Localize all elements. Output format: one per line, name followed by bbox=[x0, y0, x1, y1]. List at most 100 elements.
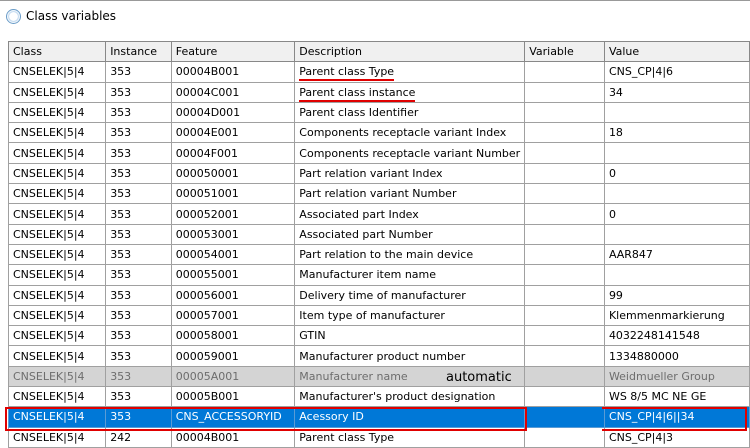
cell-variable[interactable] bbox=[524, 304, 605, 327]
column-header-value[interactable]: Value bbox=[603, 40, 750, 63]
cell-value[interactable]: 4032248141548 bbox=[603, 325, 750, 347]
cell-variable[interactable] bbox=[524, 264, 605, 286]
cell-variable[interactable] bbox=[524, 365, 605, 388]
cell-class[interactable]: CNSELEK|5|4 bbox=[7, 183, 107, 205]
cell-instance[interactable]: 353 bbox=[105, 101, 172, 124]
cell-description[interactable]: Delivery time of manufacturer bbox=[294, 284, 526, 306]
cell-instance[interactable]: 353 bbox=[105, 406, 172, 428]
cell-value[interactable] bbox=[603, 142, 750, 164]
cell-instance[interactable]: 353 bbox=[105, 325, 172, 347]
table-row[interactable]: CNSELEK|5|4 353 000050001 Part relation var… bbox=[7, 162, 750, 185]
cell-value[interactable]: Weidmueller Group bbox=[603, 365, 750, 388]
cell-instance[interactable]: 353 bbox=[105, 142, 172, 164]
cell-class[interactable]: CNSELEK|5|4 bbox=[7, 223, 107, 245]
cell-description[interactable]: Components receptacle variant Number bbox=[294, 142, 526, 164]
cell-variable[interactable] bbox=[524, 243, 605, 266]
table-row[interactable]: CNSELEK|5|4 353 00005A001 Manufacturer name… bbox=[7, 365, 750, 388]
cell-description[interactable]: Parent class Type bbox=[294, 61, 526, 83]
column-header-description[interactable]: Description bbox=[294, 40, 526, 63]
cell-variable[interactable] bbox=[524, 406, 605, 428]
cell-value[interactable] bbox=[603, 183, 750, 205]
table-row[interactable]: CNSELEK|5|4 353 000055001 Manufacturer item… bbox=[7, 264, 750, 286]
cell-feature[interactable]: 00004F001 bbox=[170, 142, 296, 164]
cell-class[interactable]: CNSELEK|5|4 bbox=[7, 122, 107, 144]
table-row[interactable]: CNSELEK|5|4 353 000052001 Associated part I… bbox=[7, 203, 750, 225]
cell-value[interactable] bbox=[603, 223, 750, 245]
cell-value[interactable]: 34 bbox=[603, 81, 750, 103]
cell-class[interactable]: CNSELEK|5|4 bbox=[7, 243, 107, 266]
cell-value[interactable]: Klemmenmarkierung bbox=[603, 304, 750, 327]
table-row[interactable]: CNSELEK|5|4 353 000051001 Part relation var… bbox=[7, 183, 750, 205]
cell-feature[interactable]: 000058001 bbox=[170, 325, 296, 347]
cell-instance[interactable]: 242 bbox=[105, 426, 172, 448]
table-row[interactable]: CNSELEK|5|4 353 CNS_ACCESSORYID Acessory ID… bbox=[7, 406, 750, 428]
cell-value[interactable]: 99 bbox=[603, 284, 750, 306]
cell-instance[interactable]: 353 bbox=[105, 203, 172, 225]
cell-description[interactable]: Associated part Index bbox=[294, 203, 526, 225]
cell-class[interactable]: CNSELEK|5|4 bbox=[7, 203, 107, 225]
cell-class[interactable]: CNSELEK|5|4 bbox=[7, 264, 107, 286]
cell-instance[interactable]: 353 bbox=[105, 81, 172, 103]
table-row[interactable]: CNSELEK|5|4 353 000058001 GTIN 4032248141548 bbox=[7, 325, 750, 347]
cell-class[interactable]: CNSELEK|5|4 bbox=[7, 61, 107, 83]
cell-instance[interactable]: 353 bbox=[105, 223, 172, 245]
cell-feature[interactable]: 00005B001 bbox=[170, 386, 296, 408]
cell-class[interactable]: CNSELEK|5|4 bbox=[7, 142, 107, 164]
cell-variable[interactable] bbox=[524, 183, 605, 205]
cell-feature[interactable]: 000059001 bbox=[170, 345, 296, 367]
column-header-feature[interactable]: Feature bbox=[170, 40, 296, 63]
cell-value[interactable]: 1334880000 bbox=[603, 345, 750, 367]
cell-feature[interactable]: 000055001 bbox=[170, 264, 296, 286]
cell-class[interactable]: CNSELEK|5|4 bbox=[7, 386, 107, 408]
cell-variable[interactable] bbox=[524, 162, 605, 185]
cell-description[interactable]: Item type of manufacturer bbox=[294, 304, 526, 327]
table-row[interactable]: CNSELEK|5|4 353 000059001 Manufacturer prod… bbox=[7, 345, 750, 367]
cell-description[interactable]: Parent class Type bbox=[294, 426, 526, 448]
cell-variable[interactable] bbox=[524, 345, 605, 367]
cell-description[interactable]: Manufacturer's product designation bbox=[294, 386, 526, 408]
cell-feature[interactable]: 00004B001 bbox=[170, 426, 296, 448]
cell-class[interactable]: CNSELEK|5|4 bbox=[7, 304, 107, 327]
cell-instance[interactable]: 353 bbox=[105, 304, 172, 327]
table-row[interactable]: CNSELEK|5|4 353 00004F001 Components recept… bbox=[7, 142, 750, 164]
cell-feature[interactable]: 00004D001 bbox=[170, 101, 296, 124]
cell-variable[interactable] bbox=[524, 386, 605, 408]
column-header-instance[interactable]: Instance bbox=[105, 40, 172, 63]
cell-feature[interactable]: 00004B001 bbox=[170, 61, 296, 83]
cell-instance[interactable]: 353 bbox=[105, 284, 172, 306]
cell-value[interactable]: CNS_CP|4|6 bbox=[603, 61, 750, 83]
cell-instance[interactable]: 353 bbox=[105, 365, 172, 388]
cell-variable[interactable] bbox=[524, 61, 605, 83]
cell-value[interactable]: CNS_CP|4|3 bbox=[603, 426, 750, 448]
cell-class[interactable]: CNSELEK|5|4 bbox=[7, 284, 107, 306]
cell-variable[interactable] bbox=[524, 325, 605, 347]
cell-value[interactable]: CNS_CP|4|6||34 bbox=[603, 406, 750, 428]
table-row[interactable]: CNSELEK|5|4 353 000057001 Item type of manu… bbox=[7, 304, 750, 327]
table-row[interactable]: CNSELEK|5|4 353 00004E001 Components recept… bbox=[7, 122, 750, 144]
cell-value[interactable]: WS 8/5 MC NE GE bbox=[603, 386, 750, 408]
cell-class[interactable]: CNSELEK|5|4 bbox=[7, 365, 107, 388]
cell-value[interactable] bbox=[603, 264, 750, 286]
cell-value[interactable] bbox=[603, 101, 750, 124]
cell-description[interactable]: Acessory ID bbox=[294, 406, 526, 428]
cell-value[interactable]: AAR847 bbox=[603, 243, 750, 266]
cell-description[interactable]: Part relation to the main device bbox=[294, 243, 526, 266]
cell-description[interactable]: Components receptacle variant Index bbox=[294, 122, 526, 144]
cell-instance[interactable]: 353 bbox=[105, 162, 172, 185]
cell-class[interactable]: CNSELEK|5|4 bbox=[7, 81, 107, 103]
cell-feature[interactable]: CNS_ACCESSORYID bbox=[170, 406, 296, 428]
cell-instance[interactable]: 353 bbox=[105, 183, 172, 205]
cell-feature[interactable]: 000054001 bbox=[170, 243, 296, 266]
cell-feature[interactable]: 00004E001 bbox=[170, 122, 296, 144]
cell-variable[interactable] bbox=[524, 142, 605, 164]
cell-description[interactable]: Associated part Number bbox=[294, 223, 526, 245]
cell-feature[interactable]: 00005A001 bbox=[170, 365, 296, 388]
cell-feature[interactable]: 000057001 bbox=[170, 304, 296, 327]
cell-variable[interactable] bbox=[524, 203, 605, 225]
cell-value[interactable]: 0 bbox=[603, 162, 750, 185]
cell-class[interactable]: CNSELEK|5|4 bbox=[7, 101, 107, 124]
table-row[interactable]: CNSELEK|5|4 242 00004B001 Parent class Type… bbox=[7, 426, 750, 448]
cell-class[interactable]: CNSELEK|5|4 bbox=[7, 406, 107, 428]
table-row[interactable]: CNSELEK|5|4 353 00004D001 Parent class Iden… bbox=[7, 101, 750, 124]
cell-description[interactable]: Manufacturer product number bbox=[294, 345, 526, 367]
